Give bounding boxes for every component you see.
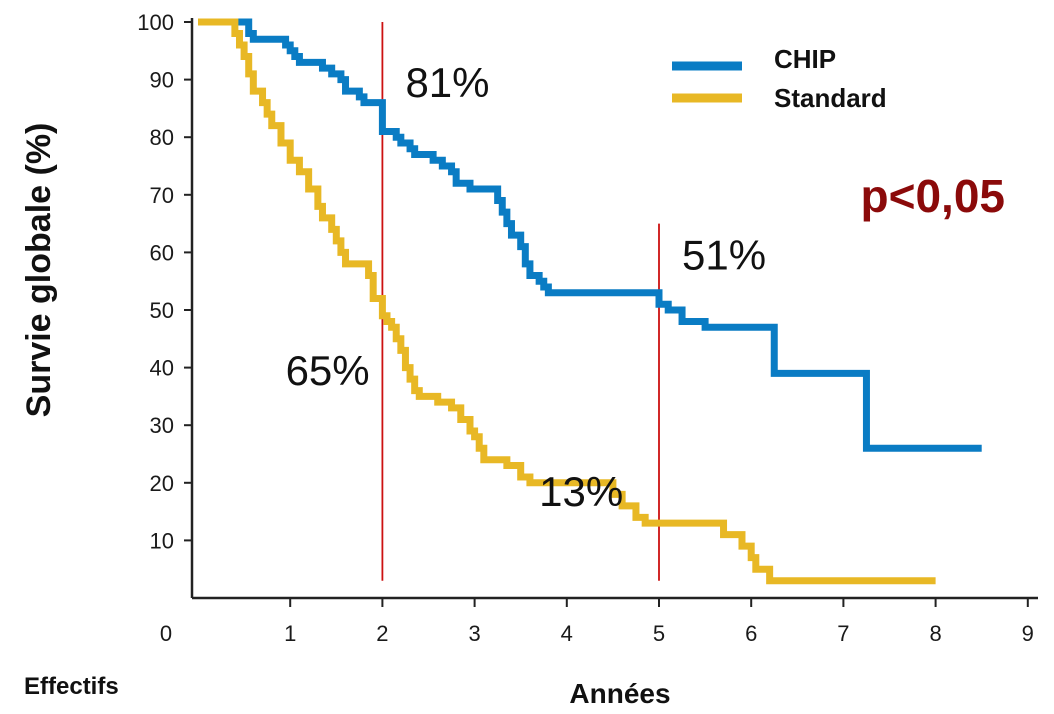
y-tick-label: 90: [150, 68, 174, 93]
series-line-chip: [198, 18, 982, 452]
x-tick-label: 9: [1022, 621, 1034, 646]
annotation-label: 81%: [405, 59, 489, 106]
legend: CHIP Standard: [672, 44, 887, 113]
legend-label-standard: Standard: [774, 83, 887, 113]
y-tick-label: 30: [150, 413, 174, 438]
footer-label: Effectifs: [24, 673, 119, 700]
x-tick-label: 3: [468, 621, 480, 646]
x-tick-label: 6: [745, 621, 757, 646]
series-line-standard: [198, 18, 936, 585]
y-tick-label: 20: [150, 471, 174, 496]
y-tick-label: 70: [150, 183, 174, 208]
x-tick-label: 0: [160, 621, 172, 646]
y-tick-label: 80: [150, 125, 174, 150]
x-axis-title: Années: [569, 678, 670, 709]
p-value: p<0,05: [861, 170, 1006, 222]
annotations: 81% 65% 51% 13%: [286, 59, 767, 515]
series-layer: [198, 18, 982, 585]
axes: [184, 18, 1038, 607]
y-tick-label: 40: [150, 356, 174, 381]
x-tick-label: 7: [837, 621, 849, 646]
x-tick-label: 1: [284, 621, 296, 646]
x-tick-label: 4: [561, 621, 573, 646]
annotation-label: 13%: [539, 468, 623, 515]
annotation-label: 65%: [286, 347, 370, 394]
y-tick-label: 10: [150, 528, 174, 553]
x-tick-label: 8: [929, 621, 941, 646]
y-tick-label: 100: [137, 10, 174, 35]
legend-label-chip: CHIP: [774, 44, 836, 74]
annotation-label: 51%: [682, 232, 766, 279]
y-tick-label: 50: [150, 298, 174, 323]
x-tick-label: 5: [653, 621, 665, 646]
y-tick-label: 60: [150, 240, 174, 265]
x-tick-label: 2: [376, 621, 388, 646]
y-axis-title: Survie globale (%): [20, 123, 58, 418]
